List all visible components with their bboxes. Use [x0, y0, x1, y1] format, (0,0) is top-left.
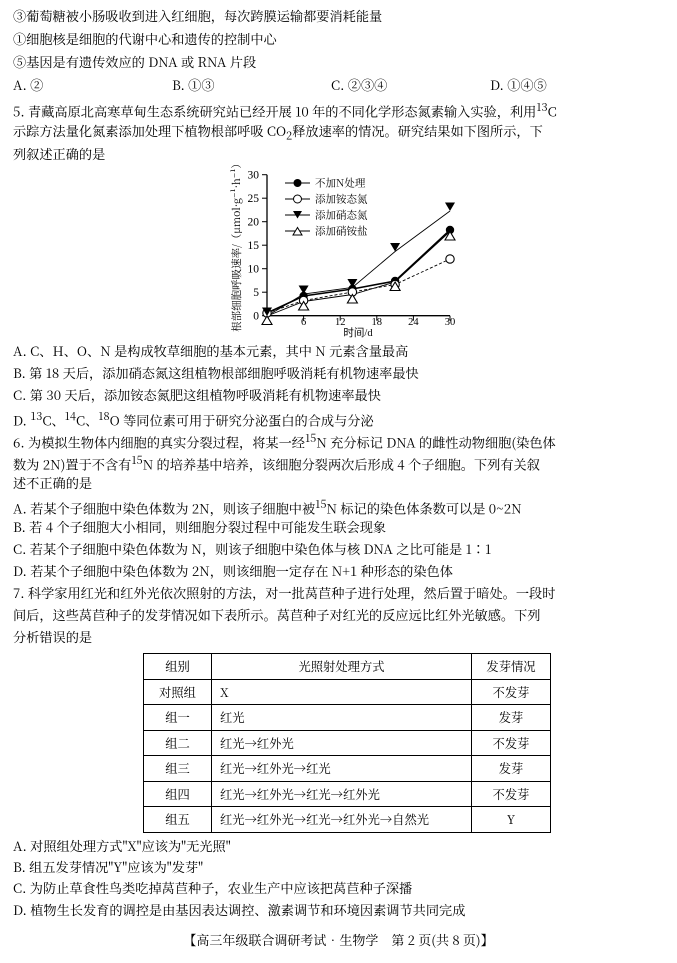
- svg-text:10: 10: [248, 264, 260, 276]
- svg-text:30: 30: [248, 170, 260, 182]
- svg-text:5: 5: [253, 287, 259, 299]
- svg-text:0: 0: [253, 311, 259, 323]
- svg-text:6: 6: [301, 317, 306, 328]
- svg-text:不加N处理: 不加N处理: [315, 176, 366, 191]
- svg-text:20: 20: [248, 217, 260, 229]
- svg-text:12: 12: [335, 317, 346, 328]
- svg-text:添加铵态氮: 添加铵态氮: [315, 192, 368, 207]
- svg-text:添加硝态氮: 添加硝态氮: [315, 208, 368, 223]
- svg-text:添加硝铵盐: 添加硝铵盐: [315, 224, 368, 239]
- svg-text:根部细胞呼吸速率/（μmol·g⁻¹·h⁻¹）: 根部细胞呼吸速率/（μmol·g⁻¹·h⁻¹）: [229, 158, 244, 332]
- svg-text:18: 18: [372, 317, 383, 328]
- svg-text:24: 24: [408, 317, 419, 328]
- svg-text:30: 30: [445, 317, 456, 328]
- svg-text:25: 25: [248, 193, 260, 205]
- svg-text:15: 15: [248, 240, 260, 252]
- svg-text:时间/d: 时间/d: [343, 326, 373, 339]
